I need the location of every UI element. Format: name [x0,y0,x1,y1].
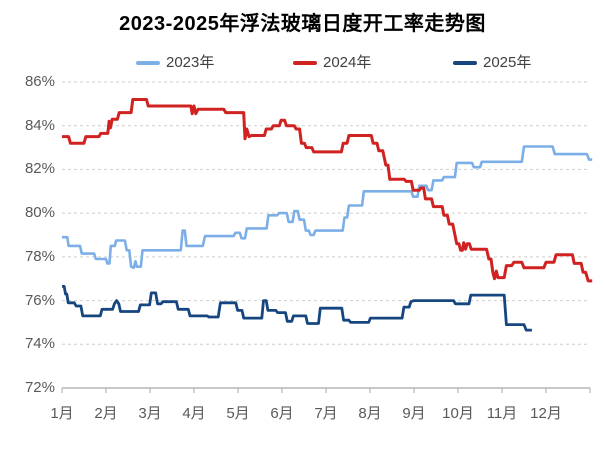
x-axis-label: 5月 [226,405,250,422]
y-axis-label: 80% [24,204,55,222]
legend-item-2025: 2025年 [453,53,531,73]
series-line-2024年 [62,98,593,283]
y-axis-label: 72% [24,378,55,396]
y-axis-label: 76% [24,291,55,309]
legend-swatch-2024 [293,61,317,65]
x-axis-label: 3月 [138,405,162,422]
chart-title: 2023-2025年浮法玻璃日度开工率走势图 [119,13,486,35]
y-axis-label: 78% [24,247,55,265]
x-axis-label: 9月 [402,405,426,422]
legend-item-2024: 2024年 [293,53,371,73]
x-axis-label: 10月 [442,405,474,422]
legend-swatch-2025 [453,61,477,65]
x-axis-label: 8月 [358,405,382,422]
legend-item-2023: 2023年 [136,53,214,73]
x-axis-label: 11月 [486,405,518,422]
legend-label-2023: 2023年 [166,54,215,71]
y-axis-label: 86% [24,73,55,90]
series-line-2025年 [62,284,532,332]
x-axis-label: 12月 [530,405,562,422]
legend-label-2024: 2024年 [323,54,372,71]
legend: 2023年 2024年 2025年 [0,53,605,73]
y-axis-label: 82% [24,160,55,178]
x-axis-label: 1月 [50,405,74,422]
y-axis-label: 84% [24,116,55,134]
x-axis-label: 6月 [270,405,294,422]
x-axis-label: 4月 [182,405,206,422]
legend-swatch-2023 [136,61,160,65]
series-line-2023年 [62,145,593,270]
y-axis-label: 74% [24,335,55,353]
legend-label-2025: 2025年 [483,54,532,71]
x-axis-label: 7月 [314,405,338,422]
x-axis-label: 2月 [94,405,118,422]
